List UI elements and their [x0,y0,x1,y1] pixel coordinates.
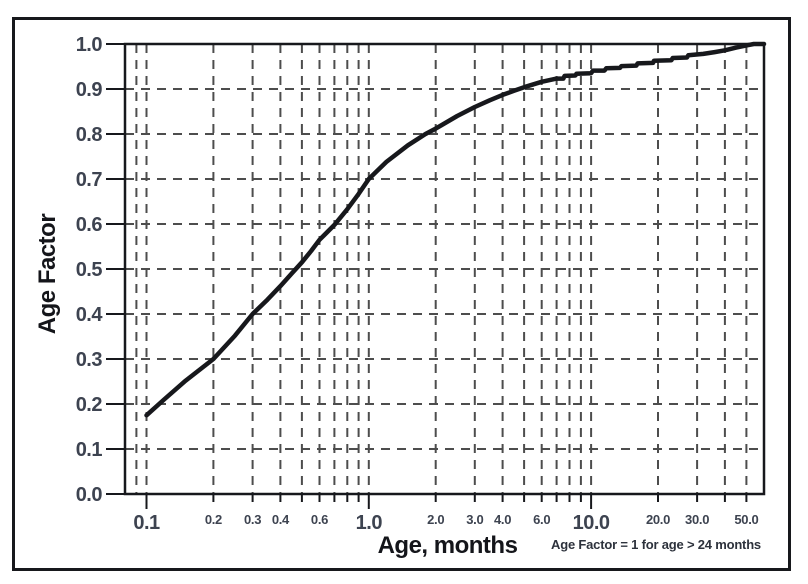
svg-text:0.5: 0.5 [76,259,103,281]
y-axis-title: Age Factor [34,213,61,335]
svg-text:2.0: 2.0 [427,512,444,527]
gridlines [125,44,765,494]
svg-text:20.0: 20.0 [646,512,670,527]
x-axis-tick-labels: 0.1 1.0 10.0 0.2 0.3 0.4 0.6 2.0 3.0 4.0 6.0 20.0 30… [133,512,758,534]
svg-text:0.1: 0.1 [76,439,103,461]
svg-text:1.0: 1.0 [356,512,383,534]
svg-text:0.2: 0.2 [76,394,103,416]
svg-text:0.7: 0.7 [76,169,103,191]
svg-text:0.4: 0.4 [272,512,290,527]
svg-text:0.2: 0.2 [205,512,222,527]
x-axis-ticks [145,494,748,509]
chart-annotation: Age Factor = 1 for age > 24 months [551,537,761,552]
x-axis-title: Age, months [377,532,518,559]
svg-text:1.0: 1.0 [76,34,103,56]
svg-text:0.3: 0.3 [76,349,103,371]
svg-text:0.0: 0.0 [76,484,103,506]
svg-text:50.0: 50.0 [734,512,758,527]
svg-text:0.6: 0.6 [311,512,328,527]
svg-text:0.4: 0.4 [76,304,104,326]
svg-text:0.6: 0.6 [76,214,103,236]
plot-border [123,42,766,496]
svg-text:0.1: 0.1 [133,512,160,534]
svg-text:6.0: 6.0 [533,512,550,527]
y-axis-tick-labels: 1.0 0.9 0.8 0.7 0.6 0.5 0.4 0.3 0.2 0.1 0.0 [76,34,104,506]
y-axis-ticks [106,43,125,495]
svg-text:3.0: 3.0 [466,512,483,527]
age-factor-curve [144,41,767,418]
svg-text:10.0: 10.0 [573,512,610,534]
figure-frame [12,17,791,571]
svg-text:4.0: 4.0 [494,512,511,527]
svg-text:0.9: 0.9 [76,79,103,101]
svg-text:0.3: 0.3 [244,512,261,527]
svg-text:0.8: 0.8 [76,124,103,146]
svg-text:30.0: 30.0 [685,512,709,527]
